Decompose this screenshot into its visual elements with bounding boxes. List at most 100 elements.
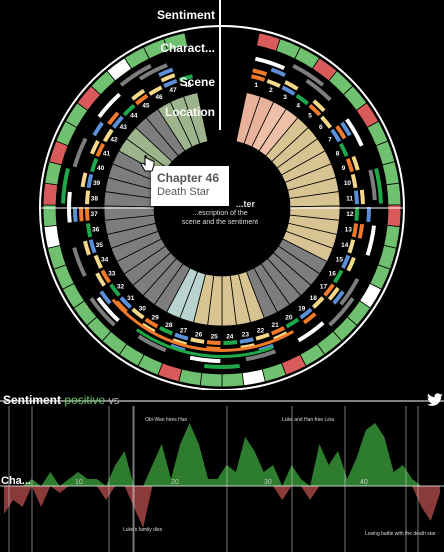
chapter-number: 31 bbox=[127, 295, 135, 302]
character-arc bbox=[305, 78, 332, 102]
chapter-number: 46 bbox=[155, 94, 163, 101]
center-text-line-3: scene and the sentiment bbox=[181, 219, 259, 226]
scene-arc bbox=[144, 317, 159, 329]
positive-label: positive bbox=[64, 393, 106, 407]
chapter-number: 34 bbox=[101, 257, 109, 264]
scene-arc bbox=[178, 74, 193, 82]
negative-area bbox=[4, 486, 440, 528]
chapter-number: 14 bbox=[341, 242, 349, 249]
scene-arc bbox=[347, 239, 356, 254]
scene-arc bbox=[281, 85, 296, 96]
chapter-number: 35 bbox=[96, 242, 104, 249]
sentiment-title: Sentiment positive vs bbox=[3, 393, 119, 407]
scene-arc bbox=[107, 111, 120, 126]
scene-arc bbox=[350, 173, 358, 189]
scene-arc bbox=[366, 206, 371, 223]
chapter-number: 3 bbox=[283, 94, 287, 101]
chapter-number: 38 bbox=[91, 195, 99, 202]
scene-arc bbox=[93, 254, 103, 269]
character-arc bbox=[368, 169, 377, 201]
scene-arc bbox=[302, 312, 317, 325]
chapter-number: 10 bbox=[344, 180, 352, 187]
chapter-number: 32 bbox=[117, 283, 125, 290]
character-arc bbox=[204, 364, 240, 369]
scene-arc bbox=[285, 317, 300, 329]
scene-arc bbox=[158, 67, 174, 78]
chapter-number: 37 bbox=[91, 211, 99, 218]
chapter-number: 13 bbox=[345, 227, 353, 234]
tick-10: 10 bbox=[75, 479, 83, 486]
chapter-number: 36 bbox=[92, 227, 100, 234]
annotation-family: Luke's family dies bbox=[123, 527, 163, 533]
chapter-number: 24 bbox=[226, 333, 234, 340]
scene-arc bbox=[357, 223, 365, 239]
scene-arc bbox=[122, 103, 136, 117]
chapter-number: 39 bbox=[93, 180, 101, 187]
chapter-number: 23 bbox=[242, 331, 250, 338]
chapter-number: 47 bbox=[169, 87, 177, 94]
scene-arc bbox=[351, 155, 360, 171]
character-arc bbox=[189, 355, 221, 363]
scene-arc bbox=[223, 340, 238, 345]
scene-arc bbox=[83, 240, 91, 256]
character-arc bbox=[119, 64, 152, 87]
scene-arc bbox=[252, 68, 268, 77]
character-arc bbox=[61, 167, 70, 204]
chapter-number: 44 bbox=[130, 113, 138, 120]
scene-arc bbox=[95, 272, 106, 287]
scene-arc bbox=[73, 206, 78, 223]
twitter-icon[interactable] bbox=[427, 393, 443, 407]
scene-arc bbox=[102, 128, 114, 143]
scene-arc bbox=[299, 307, 313, 320]
chapter-number: 45 bbox=[142, 103, 150, 110]
ring-label-characters: Charact... bbox=[160, 41, 215, 55]
scene-arc bbox=[86, 173, 94, 189]
scene-arc bbox=[119, 296, 132, 309]
tooltip-subtitle: Death Star bbox=[157, 186, 210, 198]
scene-arc bbox=[284, 80, 299, 91]
vs-label: vs bbox=[108, 395, 120, 407]
sentiment-segment bbox=[163, 32, 188, 52]
chapter-number: 4 bbox=[296, 103, 300, 110]
scene-arc bbox=[160, 73, 176, 83]
hand-cursor-icon bbox=[140, 155, 155, 172]
chapter-tooltip: Chapter 46 Death Star bbox=[151, 166, 229, 206]
scene-arc bbox=[239, 337, 254, 344]
scene-arc bbox=[335, 125, 347, 140]
scene-arc bbox=[312, 99, 326, 113]
chapter-number: 7 bbox=[328, 137, 332, 144]
chapter-number: 43 bbox=[120, 124, 128, 131]
scene-arc bbox=[266, 78, 281, 88]
center-text-line-1: ...ter bbox=[235, 199, 255, 209]
center-description: ...ter ...escription of the scene and th… bbox=[150, 200, 290, 227]
scene-arc bbox=[100, 269, 111, 284]
character-arc bbox=[374, 167, 383, 204]
positive-area bbox=[4, 423, 440, 486]
chapter-wheel[interactable]: 1234567891011121314151617181920212223242… bbox=[0, 0, 444, 390]
character-arc bbox=[297, 321, 325, 343]
scene-arc bbox=[333, 269, 344, 284]
scene-arc bbox=[80, 172, 88, 188]
character-arc bbox=[97, 92, 121, 118]
scene-arc bbox=[109, 283, 121, 297]
chapter-number: 5 bbox=[308, 113, 312, 120]
chapter-number: 28 bbox=[165, 322, 173, 329]
scene-arc bbox=[332, 290, 345, 305]
tooltip-title: Chapter 46 bbox=[157, 171, 220, 185]
scene-arc bbox=[158, 326, 174, 336]
scene-arc bbox=[163, 78, 178, 88]
annotation-battle: Losing battle with the death star bbox=[365, 531, 436, 537]
character-arc bbox=[89, 297, 116, 327]
scene-arc bbox=[354, 207, 360, 221]
scene-arc bbox=[251, 74, 266, 82]
chapter-number: 42 bbox=[110, 137, 118, 144]
scene-arc bbox=[92, 121, 104, 137]
chapter-number: 19 bbox=[298, 306, 306, 313]
tick-30: 30 bbox=[264, 479, 272, 486]
chapter-number: 22 bbox=[257, 328, 265, 335]
chapter-number: 48 bbox=[184, 82, 192, 89]
scene-arc bbox=[327, 286, 340, 301]
sentiment-chart[interactable] bbox=[0, 392, 444, 552]
scene-arc bbox=[270, 67, 286, 78]
sentiment-segment bbox=[43, 224, 61, 249]
